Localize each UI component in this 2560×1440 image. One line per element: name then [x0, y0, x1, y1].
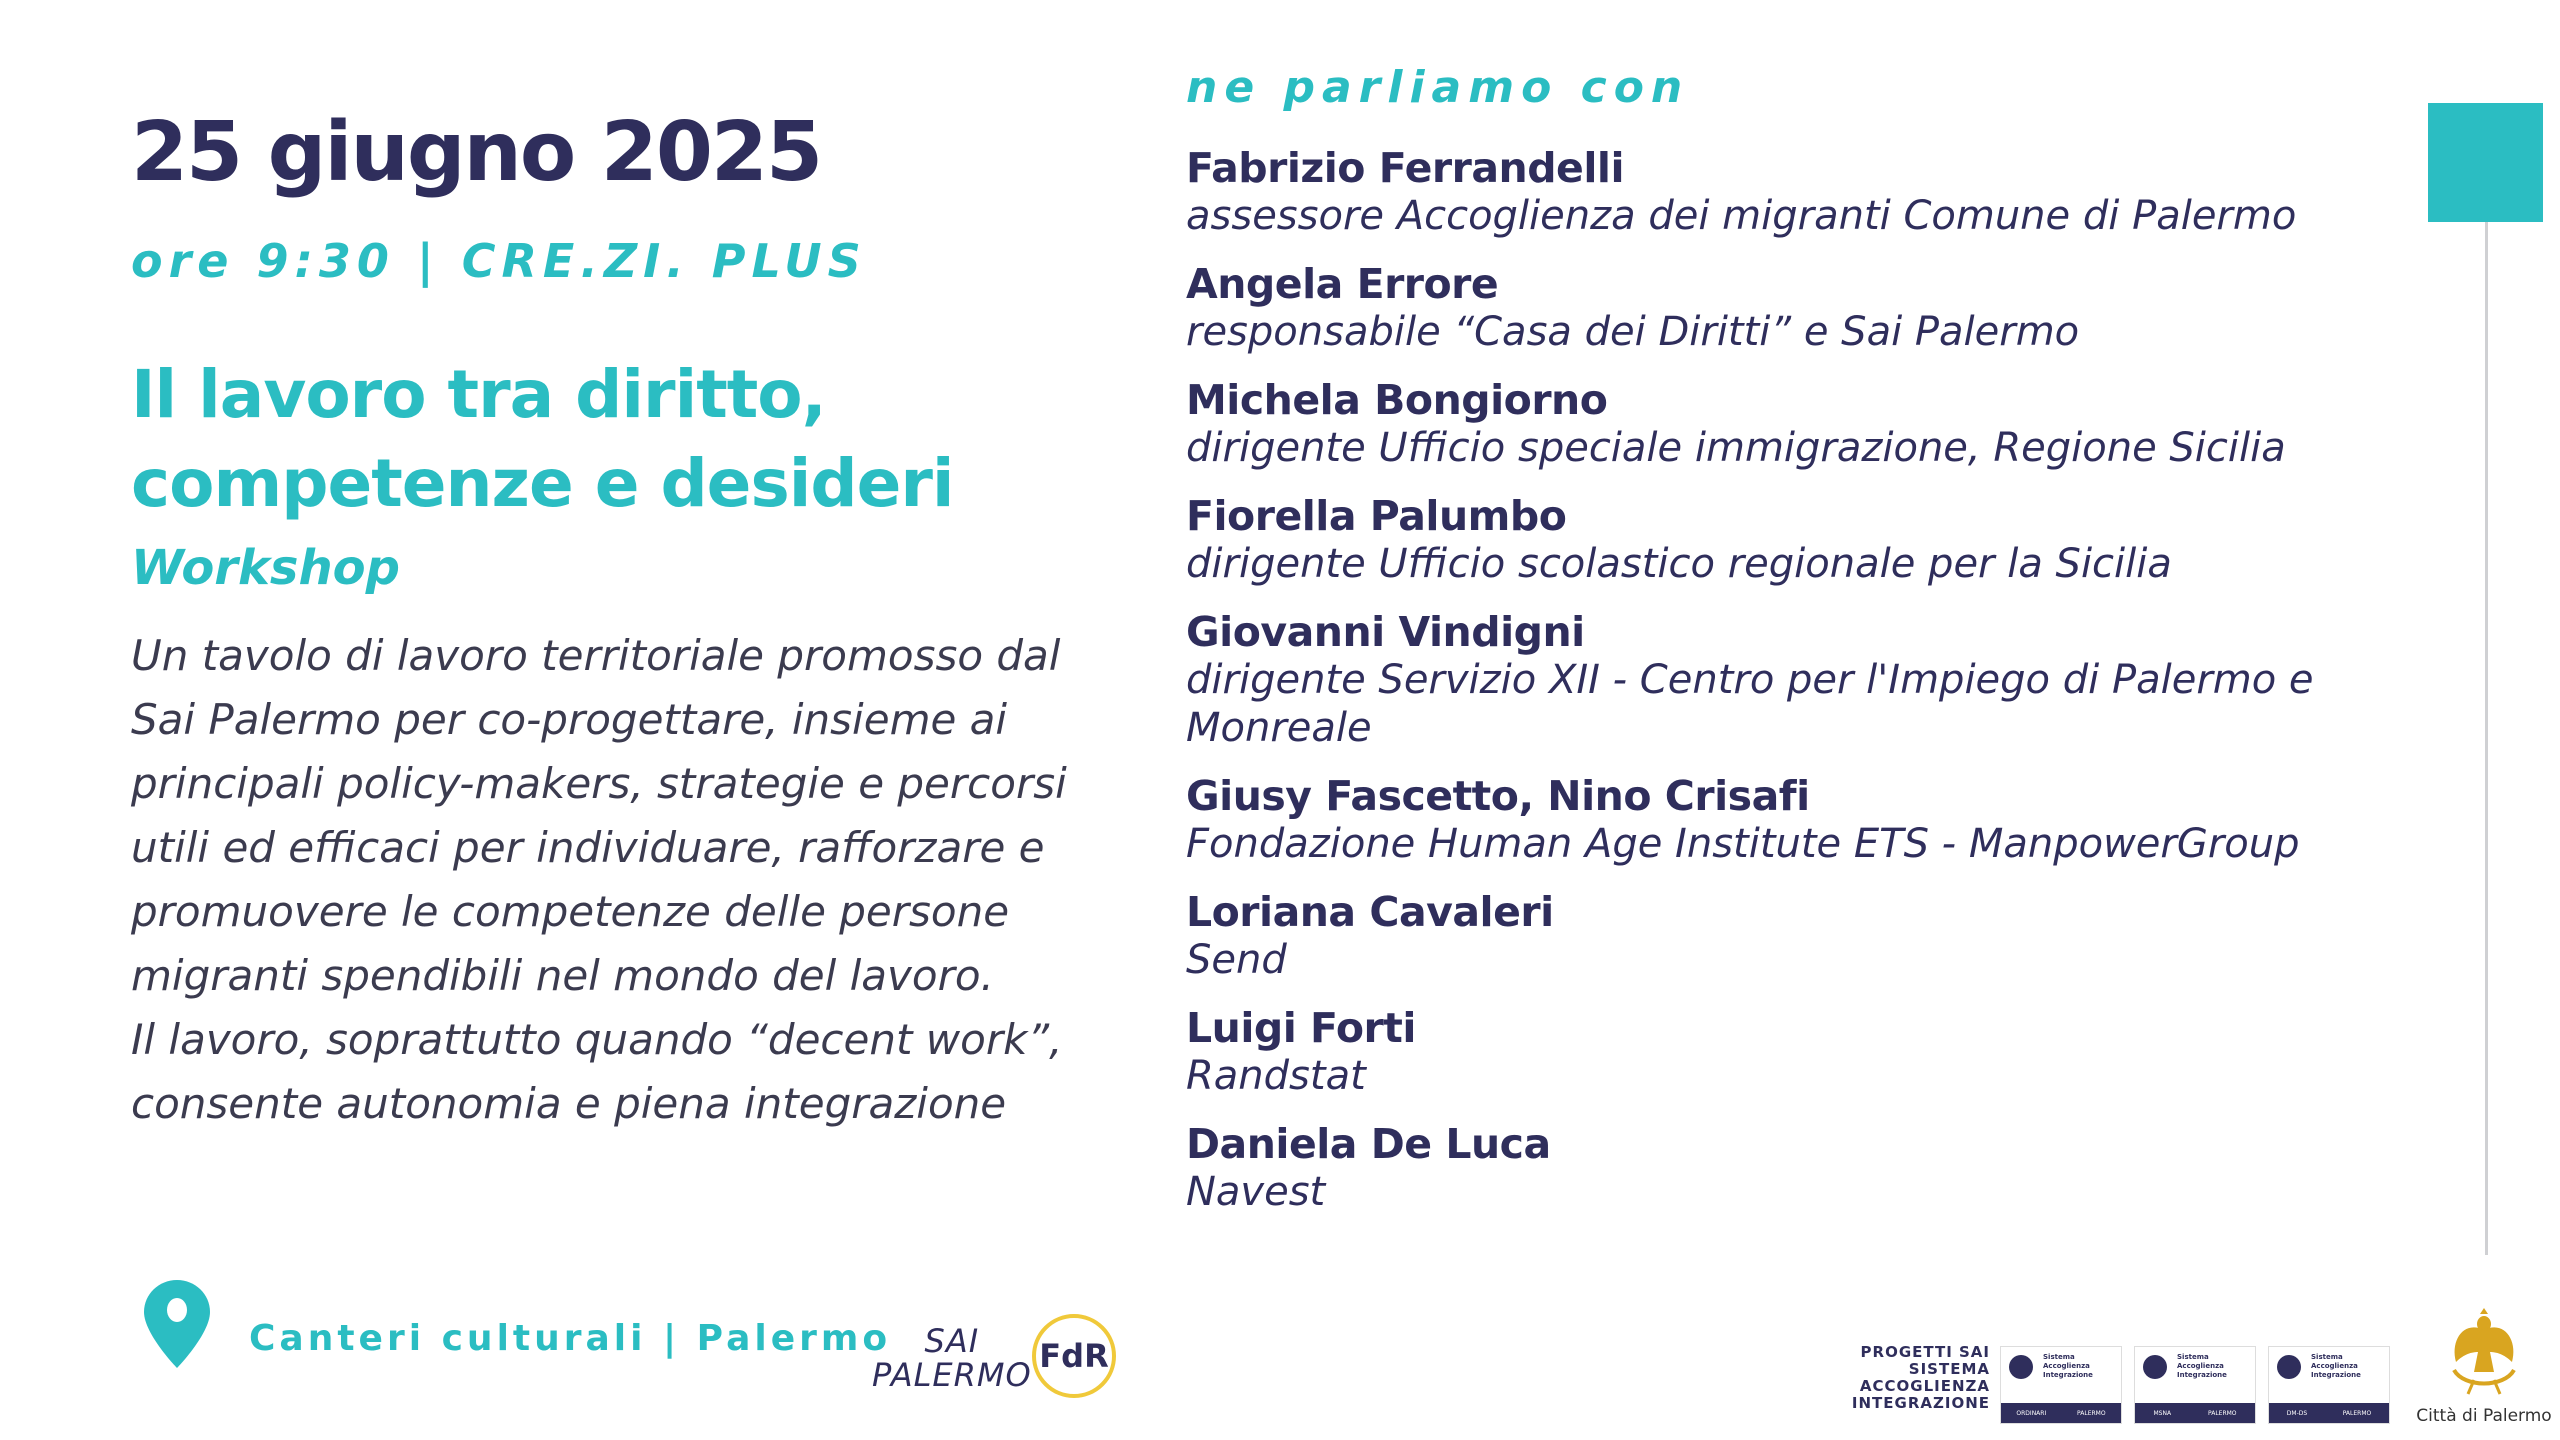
speaker: Fabrizio Ferrandelli assessore Accoglienz… [1186, 144, 2416, 240]
location-pin-icon [144, 1280, 210, 1368]
title-line: Il lavoro tra diritto, [131, 356, 827, 433]
logo-text: Sistema Accoglienza Integrazione [2043, 1353, 2093, 1379]
event-date: 25 giugno 2025 [131, 105, 823, 200]
logo-text: Sistema Accoglienza Integrazione [2177, 1353, 2227, 1379]
logo-text: ORDINARI [2016, 1409, 2047, 1417]
speaker-name: Angela Errore [1186, 260, 1499, 308]
speaker: Daniela De Luca Navest [1186, 1120, 2416, 1216]
speaker: Giovanni Vindigni dirigente Servizio XII … [1186, 608, 2416, 752]
sai-badge-logo: Sistema Accoglienza Integrazione ORDINARI… [2000, 1346, 2122, 1424]
sai-badge-logo: Sistema Accoglienza Integrazione MSNA PALE… [2134, 1346, 2256, 1424]
logo-text: Città di Palermo [2416, 1406, 2552, 1426]
speaker-role: dirigente Ufficio scolastico regionale p… [1186, 541, 2172, 587]
speakers-heading: ne parliamo con [1186, 62, 1690, 113]
event-time-place: ore 9:30 | CRE.ZI. PLUS [131, 234, 867, 288]
sai-badge-logo: Sistema Accoglienza Integrazione DM-DS PAL… [2268, 1346, 2390, 1424]
description-line: Il lavoro, soprattutto quando “decent wo… [131, 1015, 1063, 1064]
event-kind: Workshop [131, 540, 400, 596]
logo-text: PALERMO [2342, 1409, 2372, 1417]
speaker: Fiorella Palumbo dirigente Ufficio scolas… [1186, 492, 2416, 588]
logo-text: ACCOGLIENZA [1859, 1377, 1990, 1395]
speaker-role: Navest [1186, 1169, 1326, 1215]
venue-label: Canteri culturali | Palermo [249, 1318, 892, 1359]
speakers-list: Fabrizio Ferrandelli assessore Accoglienz… [1186, 144, 2416, 1236]
speaker-role: assessore Accoglienza dei migranti Comun… [1186, 193, 2297, 239]
logo-text: PALERMO [872, 1356, 1032, 1394]
event-description: Un tavolo di lavoro territoriale promoss… [131, 624, 1091, 1136]
eagle-crest-icon [2452, 1308, 2516, 1395]
speaker: Angela Errore responsabile “Casa dei Diri… [1186, 260, 2416, 356]
logo-text: SAI [924, 1322, 980, 1360]
logo-text: SISTEMA [1908, 1360, 1990, 1378]
description-line: utili ed efficaci per individuare, raffo… [131, 823, 1045, 872]
logo-text: PROGETTI SAI [1860, 1343, 1990, 1361]
description-line: principali policy-makers, strategie e pe… [131, 759, 1067, 808]
speaker: Michela Bongiorno dirigente Ufficio speci… [1186, 376, 2416, 472]
speaker-name: Fabrizio Ferrandelli [1186, 144, 1625, 192]
speaker-role: Fondazione Human Age Institute ETS - Man… [1186, 821, 2300, 867]
speaker-role: dirigente Ufficio speciale immigrazione,… [1186, 425, 2286, 471]
speaker-role: Randstat [1186, 1053, 1366, 1099]
event-title: Il lavoro tra diritto, competenze e desi… [131, 350, 955, 528]
fdr-logo: FdR [1032, 1314, 1116, 1398]
description-line: consente autonomia e piena integrazione [131, 1079, 1007, 1128]
sai-palermo-logo: SAI PALERMO [872, 1324, 1032, 1392]
speaker-name: Giovanni Vindigni [1186, 608, 1585, 656]
speaker-role: Send [1186, 937, 1287, 983]
description-line: Un tavolo di lavoro territoriale promoss… [131, 631, 1061, 680]
description-line: Sai Palermo per co-progettare, insieme a… [131, 695, 1008, 744]
logo-text: Sistema Accoglienza Integrazione [2311, 1353, 2361, 1379]
citta-di-palermo-logo: Città di Palermo [2416, 1300, 2552, 1426]
logo-text: INTEGRAZIONE [1851, 1394, 1990, 1412]
accent-square [2428, 103, 2543, 222]
description-line: promuovere le competenze delle persone [131, 887, 1010, 936]
speaker-name: Luigi Forti [1186, 1004, 1416, 1052]
progetti-sai-label: PROGETTI SAI SISTEMA ACCOGLIENZA INTEGRA… [1820, 1344, 1990, 1412]
description-line: migranti spendibili nel mondo del lavoro… [131, 951, 994, 1000]
divider-line [2485, 222, 2488, 1255]
speaker-name: Giusy Fascetto, Nino Crisafi [1186, 772, 1810, 820]
speaker: Luigi Forti Randstat [1186, 1004, 2416, 1100]
speaker: Loriana Cavaleri Send [1186, 888, 2416, 984]
logo-text: PALERMO [2207, 1409, 2237, 1417]
speaker-role: dirigente Servizio XII - Centro per l'Im… [1186, 657, 2314, 751]
logo-text: DM-DS [2286, 1409, 2308, 1417]
speaker-name: Michela Bongiorno [1186, 376, 1608, 424]
speaker: Giusy Fascetto, Nino Crisafi Fondazione H… [1186, 772, 2416, 868]
speaker-role: responsabile “Casa dei Diritti” e Sai Pa… [1186, 309, 2080, 355]
speaker-name: Daniela De Luca [1186, 1120, 1551, 1168]
title-line: competenze e desideri [131, 445, 955, 522]
speaker-name: Loriana Cavaleri [1186, 888, 1554, 936]
logo-text: PALERMO [2077, 1409, 2106, 1417]
logo-text: MSNA [2153, 1409, 2172, 1417]
speaker-name: Fiorella Palumbo [1186, 492, 1567, 540]
